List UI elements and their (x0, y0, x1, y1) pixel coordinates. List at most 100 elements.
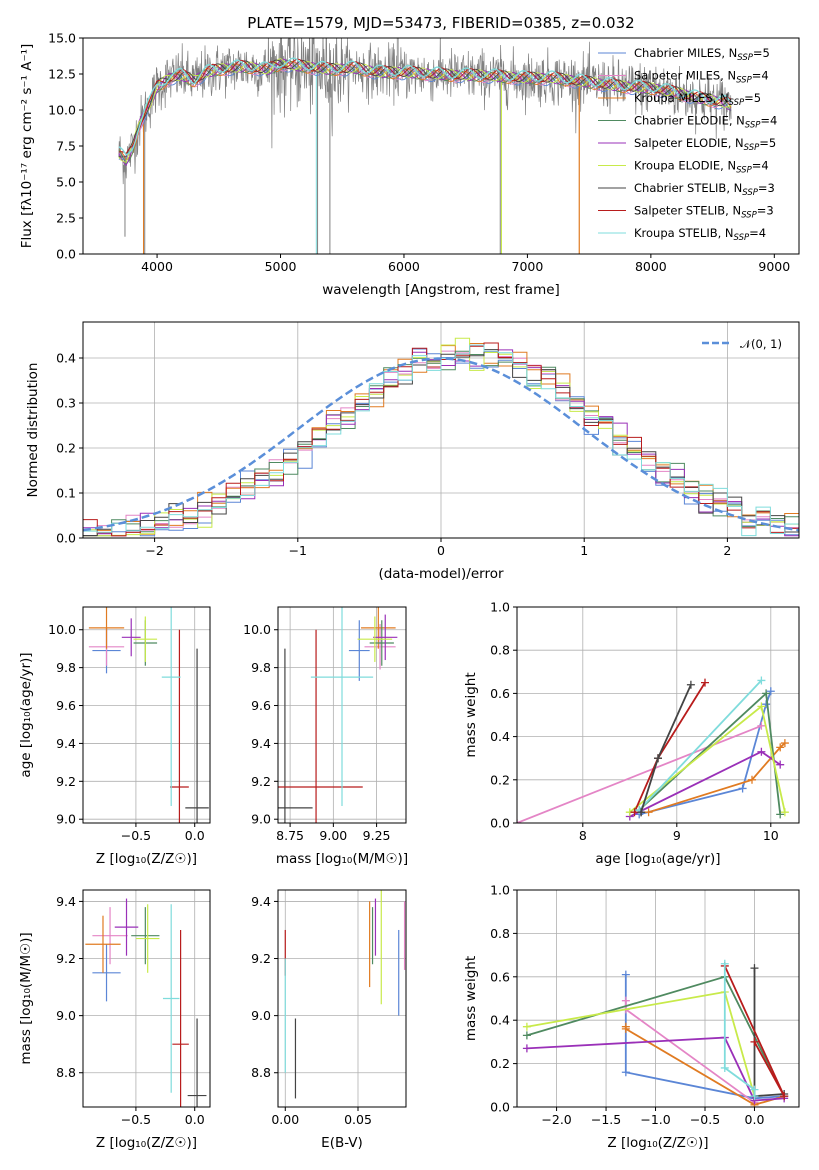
axes-frame (516, 889, 800, 1108)
plot-area (517, 676, 789, 823)
x-tick-label: −0.5 (121, 828, 151, 843)
residual-histogram-panel: −2 −1 0 1 2 0.0 0.1 0.2 0.3 0.4 (data-model)/error… (25, 321, 800, 582)
x-axis-label: Z [log₁₀(Z/Z☉)] (607, 1135, 708, 1151)
series-point-kroupa_miles (776, 743, 785, 752)
y-tick-label: 0.2 (490, 772, 510, 787)
y-tick-label: 0.8 (490, 926, 510, 941)
series-point-chabrier_elodie (522, 1031, 531, 1040)
x-tick-label: −1 (289, 543, 307, 558)
spectrum-panel: PLATE=1579, MJD=53473, FIBERID=0385, z=0… (19, 14, 800, 298)
x-tick-label: 1 (580, 543, 588, 558)
series-point-kroupa_elodie (757, 702, 766, 711)
x-tick-label: −2.0 (541, 1112, 571, 1127)
series-line-chabrier_stelib (753, 968, 785, 1098)
series-point-salpeter_elodie (776, 760, 785, 769)
series-point-kroupa_stelib (720, 959, 729, 968)
y-axis-label: Flux [fλ10⁻¹⁷ erg cm⁻² s⁻¹ A⁻¹] (19, 44, 35, 249)
x-tick-label: 8000 (635, 259, 667, 274)
y-tick-label: 8.8 (56, 1065, 76, 1080)
y-axis-label: age [log₁₀(age/yr)] (18, 652, 34, 777)
legend-entry-normal: 𝒩(0, 1) (740, 337, 782, 351)
y-tick-label: 0.2 (490, 1056, 510, 1071)
series-line-chabrier_stelib (640, 684, 692, 813)
mass-vs-metallicity-panel: −0.5 0.0 8.8 9.0 9.2 9.4 Z [log₁₀(Z/Z☉)] mass [… (18, 889, 211, 1151)
series-point-chabrier_miles (621, 970, 630, 979)
plot-area (278, 607, 398, 823)
y-axis-label: Normed distribution (25, 363, 41, 498)
y-tick-label: 0.4 (490, 1013, 510, 1028)
model-spectrum-salpeter_miles (118, 62, 732, 158)
legend-entry-kroupa_stelib: Kroupa STELIB, NSSP=4 (634, 226, 766, 243)
y-tick-label: 1.0 (490, 600, 510, 615)
series-point-salpeter_miles (621, 996, 630, 1005)
series-point-chabrier_miles (621, 1068, 630, 1077)
x-tick-label: −0.5 (121, 1112, 151, 1127)
legend-entry-kroupa_miles: Kroupa MILES, NSSP=5 (634, 91, 761, 108)
y-axis-label: mass weight (463, 672, 479, 757)
series-line-salpeter_stelib (633, 682, 706, 813)
axes-frame (277, 889, 407, 1108)
y-tick-label: 0.8 (490, 643, 510, 658)
series-line-kroupa_miles (648, 742, 786, 814)
legend-entry-chabrier_elodie: Chabrier ELODIE, NSSP=4 (634, 114, 777, 131)
x-tick-label: −1.5 (591, 1112, 621, 1127)
legend-entry-kroupa_elodie: Kroupa ELODIE, NSSP=4 (634, 159, 769, 176)
legend-entry-salpeter_miles: Salpeter MILES, NSSP=4 (634, 69, 769, 86)
x-tick-label: 9.25 (363, 828, 391, 843)
series-point-salpeter_stelib (750, 1037, 759, 1046)
x-tick-label: 9 (673, 828, 681, 843)
y-tick-label: 5.0 (56, 175, 76, 190)
series-point-salpeter_elodie (522, 1044, 531, 1053)
series-line-salpeter_miles (517, 724, 762, 823)
axes-frame (277, 606, 407, 824)
series-point-chabrier_stelib (637, 808, 646, 817)
y-tick-label: 0.1 (56, 486, 76, 501)
y-tick-label: 9.6 (251, 698, 271, 713)
y-tick-label: 2.5 (56, 211, 76, 226)
y-tick-label: 10.0 (243, 622, 271, 637)
y-tick-label: 10.0 (48, 103, 76, 118)
series-point-kroupa_stelib (757, 676, 766, 685)
x-tick-label: −2 (145, 543, 163, 558)
x-tick-label: 8.75 (276, 828, 304, 843)
x-tick-label: −1.0 (640, 1112, 670, 1127)
y-tick-label: 0.0 (490, 1100, 510, 1115)
y-tick-label: 9.4 (251, 736, 271, 751)
legend-entry-chabrier_stelib: Chabrier STELIB, NSSP=3 (634, 181, 775, 198)
y-tick-label: 9.8 (251, 660, 271, 675)
axes-frame (516, 606, 800, 824)
y-tick-label: 0.4 (56, 351, 76, 366)
legend-entry-salpeter_elodie: Salpeter ELODIE, NSSP=5 (634, 136, 776, 153)
x-axis-label: Z [log₁₀(Z/Z☉)] (96, 1135, 197, 1151)
plot-area (85, 898, 207, 1107)
model-spectrum-chabrier_elodie (118, 59, 732, 165)
y-tick-label: 9.0 (56, 1008, 76, 1023)
y-tick-label: 9.2 (56, 951, 76, 966)
y-tick-label: 1.0 (490, 883, 510, 898)
y-tick-label: 9.2 (251, 774, 271, 789)
x-tick-label: −0.5 (690, 1112, 720, 1127)
x-tick-label: 9000 (758, 259, 790, 274)
y-tick-label: 9.2 (251, 951, 271, 966)
y-tick-label: 9.4 (56, 894, 76, 909)
x-tick-label: 2 (723, 543, 731, 558)
series-point-kroupa_elodie (780, 808, 789, 817)
x-axis-label: (data-model)/error (378, 566, 504, 582)
x-tick-label: 4000 (141, 259, 173, 274)
x-tick-label: 9.00 (319, 828, 347, 843)
x-axis-label: mass [log₁₀(M/M☉)] (276, 851, 408, 867)
y-tick-label: 7.5 (56, 139, 76, 154)
series-line-chabrier_miles (638, 690, 772, 816)
y-tick-label: 9.4 (56, 736, 76, 751)
plot-area (118, 38, 732, 254)
x-tick-label: 0.0 (745, 1112, 765, 1127)
series-point-chabrier_elodie (762, 689, 771, 698)
y-tick-label: 10.0 (48, 622, 76, 637)
y-tick-label: 9.6 (56, 698, 76, 713)
model-spectrum-kroupa_stelib (118, 57, 732, 156)
y-tick-label: 9.8 (56, 660, 76, 675)
model-spectrum-chabrier_stelib (118, 59, 732, 158)
x-tick-label: 0.0 (185, 1112, 205, 1127)
series-point-chabrier_stelib (750, 964, 759, 973)
